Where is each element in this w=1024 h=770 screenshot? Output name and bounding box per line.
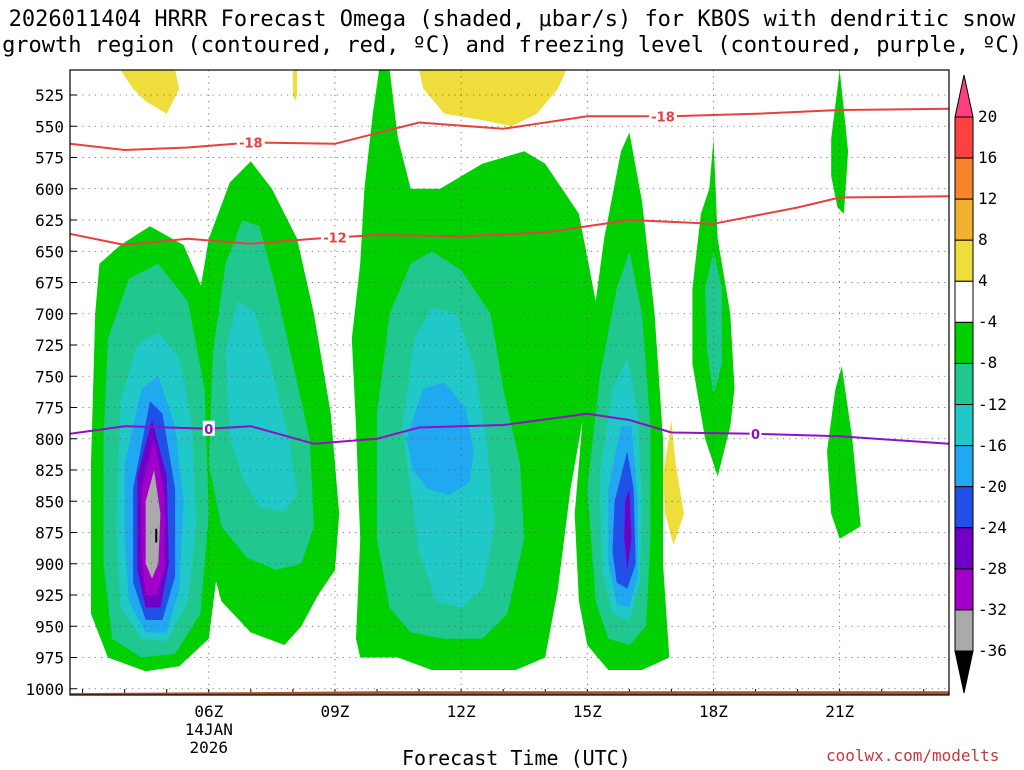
colorbar-label: -8 [978,353,998,373]
y-tick-label: 525 [35,86,64,105]
colorbar-segment [954,362,974,406]
omega-cell-16z-lt20 [612,451,636,589]
terrain-surface [70,691,949,695]
y-tick-label: 675 [35,274,64,293]
colorbar-label: 16 [978,148,998,168]
isotherm-minus-18-label-bg [236,134,265,150]
colorbar-segment [954,157,974,200]
colorbar-label: -32 [978,599,1007,619]
y-tick-label: 625 [35,211,64,230]
colorbar-segment [954,321,974,364]
y-tick-label: 775 [35,399,64,418]
omega-ascent-17z [663,420,684,545]
y-tick-label: 700 [35,305,64,324]
plot-frame [69,69,950,696]
omega-cell-11z-lt16 [406,382,474,495]
omega-cell-16z-lt24 [624,488,632,570]
omega-ascent-top-left [120,70,180,114]
colorbar-segment [954,280,974,323]
colorbar-label: -12 [978,394,1007,414]
isotherm-minus-12-label: -12 [323,232,347,247]
y-tick-label: 975 [35,649,64,668]
colorbar-label: -28 [978,558,1007,578]
omega-cell-18z-lt8 [705,251,722,395]
colorbar-segment [954,239,974,282]
x-tick-label: 21Z [825,702,854,721]
omega-cell-21z-low-lt4 [827,366,861,539]
x-tick-label: 09Z [321,702,350,721]
freezing-level-0-label-bg [202,420,215,436]
freezing-level-0-label: 0 [751,428,760,443]
x-axis-title: Forecast Time (UTC) [402,746,631,770]
freezing-level-0-line [70,412,949,445]
isotherm-minus-18-label: -18 [239,137,263,152]
omega-ascent-top-8z [292,70,298,102]
y-tick-label: 925 [35,586,64,605]
colorbar-segment [954,486,974,529]
x-tick-label: 18Z [699,702,728,721]
watermark-text: coolwx.com/modelts [826,746,1000,765]
y-tick-label: 825 [35,461,64,480]
colorbar-top-triangle [954,74,974,118]
colorbar-label: 12 [978,189,998,209]
y-tick-label: 875 [35,524,64,543]
y-tick-label: 950 [35,617,64,636]
freezing-level-0-label: 0 [204,423,213,438]
y-tick-label: 900 [35,555,64,574]
omega-cell-07z-lt12 [225,301,298,512]
colorbar-segment [954,116,974,159]
omega-cell-21z-top-lt4 [831,70,849,214]
omega-ascent-top-center [419,70,567,127]
colorbar-label: -4 [978,312,998,332]
freezing-level-0-label-bg [749,425,762,441]
chart-title-line-2: growth region (contoured, red, ºC) and f… [2,33,1022,58]
colorbar-label: 20 [978,107,998,126]
colorbar-segment [954,568,974,611]
x-tick-label: 12Z [447,702,476,721]
colorbar-label: -20 [978,476,1007,496]
x-tick-year-label: 2026 [190,738,229,757]
colorbar-segment [954,445,974,488]
isotherm-minus-12-label-bg [320,229,349,245]
y-tick-label: 575 [35,149,64,168]
colorbar-segment [954,527,974,570]
x-tick-date-label: 14JAN [185,720,233,739]
x-tick-label: 15Z [573,702,602,721]
y-tick-label: 650 [35,242,64,261]
colorbar-segment [954,609,974,652]
colorbar-label: 4 [978,271,988,291]
isotherm-minus-18-line [70,107,949,152]
colorbar-label: -16 [978,435,1007,455]
y-tick-label: 850 [35,492,64,511]
colorbar-bottom-triangle [954,650,974,694]
isotherm-minus-12-line [70,195,949,247]
y-tick-label: 750 [35,367,64,386]
x-tick-label: 06Z [194,702,223,721]
y-tick-label: 800 [35,430,64,449]
y-tick-label: 550 [35,117,64,136]
colorbar-label: -36 [978,641,1007,660]
chart-title-line-1: 2026011404 HRRR Forecast Omega (shaded, … [8,7,1016,32]
isotherm-minus-18-label: -18 [651,110,675,125]
y-tick-label: 1000 [25,680,64,699]
colorbar-segment [954,404,974,447]
omega-cell-06z-lt32 [145,470,161,579]
colorbar-label: -24 [978,517,1007,537]
colorbar-segment [954,198,974,241]
y-tick-label: 725 [35,336,64,355]
colorbar-label: 8 [978,230,988,250]
y-tick-label: 600 [35,180,64,199]
isotherm-minus-18-label-bg [649,108,678,124]
